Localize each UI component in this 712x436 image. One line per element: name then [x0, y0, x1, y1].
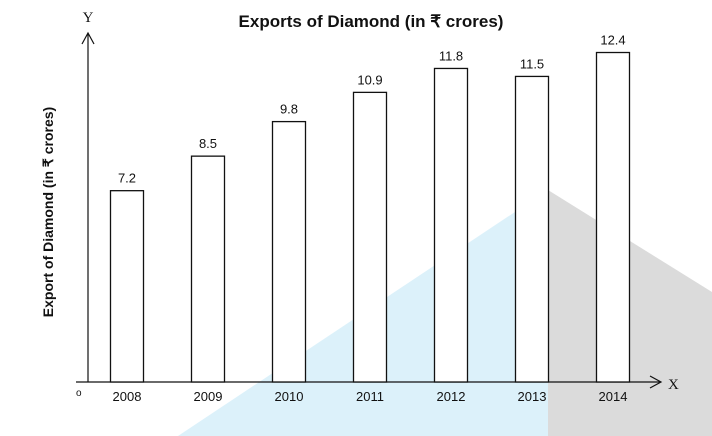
data-label-2011: 10.9: [357, 72, 382, 87]
bar-2008: [109, 190, 145, 383]
data-label-2008: 7.2: [118, 171, 136, 186]
y-axis-arrowhead: [81, 31, 95, 45]
x-tick-2008: 2008: [113, 389, 142, 404]
bar-2009: [190, 155, 226, 383]
data-label-2014: 12.4: [600, 33, 625, 48]
data-label-2009: 8.5: [199, 136, 217, 151]
origin-label: o: [76, 388, 82, 399]
y-axis-label: Export of Diamond (in ₹ crores): [40, 107, 56, 317]
data-label-2012: 11.8: [439, 48, 463, 63]
bar-2014: [595, 51, 631, 383]
chart-title: Exports of Diamond (in ₹ crores): [239, 12, 504, 31]
data-label-2013: 11.5: [520, 56, 544, 71]
bar-2012: [433, 67, 469, 383]
data-label-2010: 9.8: [280, 102, 298, 117]
x-axis-letter: X: [668, 377, 679, 393]
x-tick-2009: 2009: [194, 389, 223, 404]
bar-2013: [514, 75, 550, 383]
x-tick-2012: 2012: [437, 389, 466, 404]
x-axis-arrowhead: [649, 375, 663, 389]
y-axis-letter: Y: [83, 10, 94, 26]
x-tick-2013: 2013: [518, 389, 547, 404]
x-tick-2010: 2010: [275, 389, 304, 404]
bar-2010: [271, 120, 307, 383]
x-tick-2011: 2011: [356, 389, 384, 404]
x-tick-2014: 2014: [599, 389, 628, 404]
bar-2011: [352, 91, 388, 383]
bars-group: 7.2 2008 8.5 2009 9.8 2010 10.9 2011 11.8 2012 11.…: [109, 33, 631, 404]
